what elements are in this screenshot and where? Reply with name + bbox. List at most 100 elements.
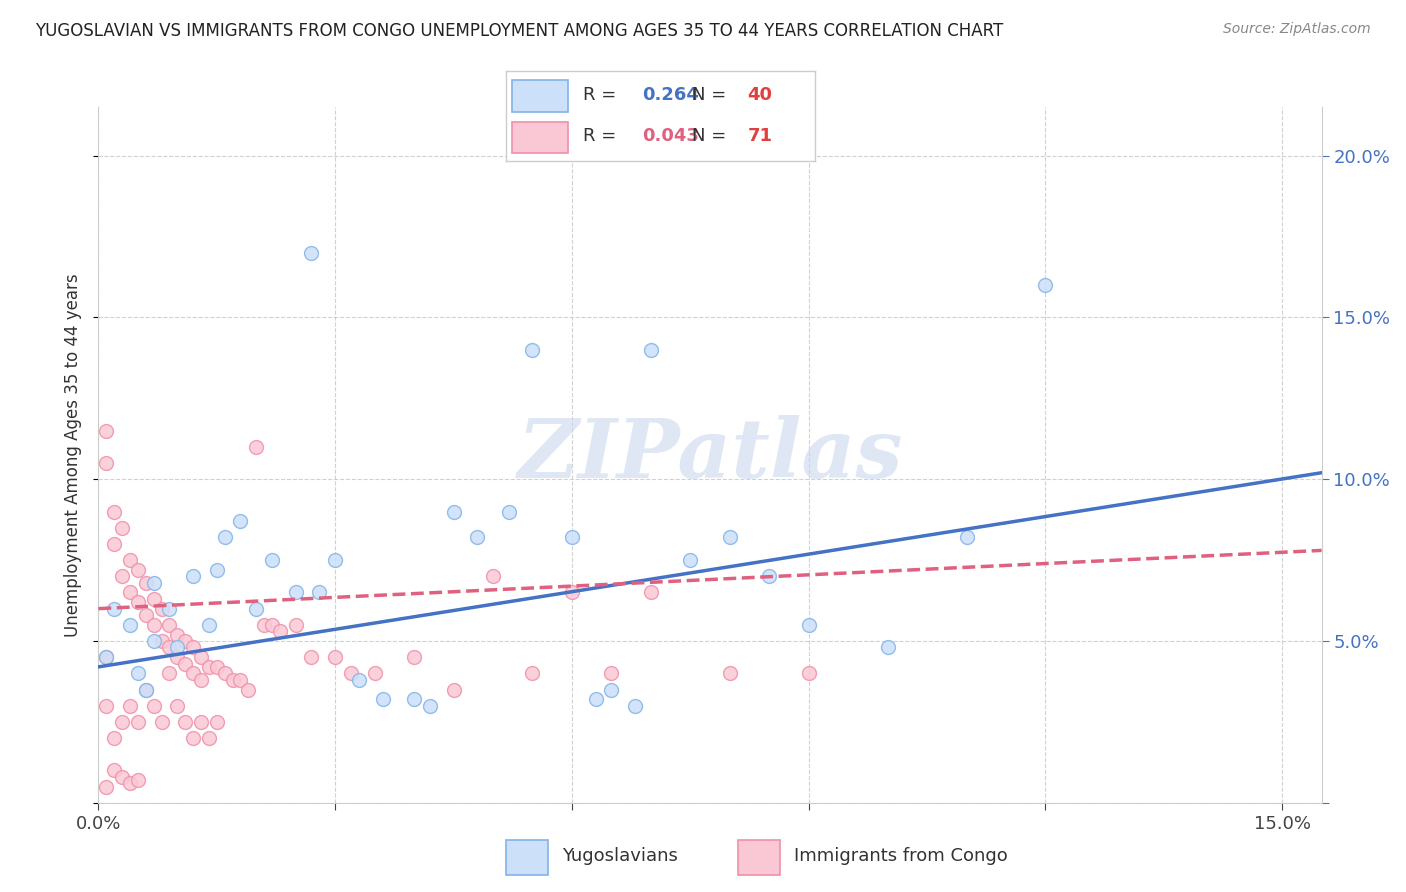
Point [96, 780, 118, 794]
Point [181, 569, 204, 583]
Point [103, 504, 125, 518]
Point [229, 514, 252, 528]
Point [181, 731, 204, 745]
Point [269, 624, 291, 639]
Point [955, 531, 977, 545]
Text: 0.264: 0.264 [643, 87, 699, 104]
Point [301, 650, 323, 665]
Point [135, 575, 157, 590]
Point [111, 521, 134, 535]
Point [111, 569, 134, 583]
Point [758, 569, 780, 583]
Text: 0.043: 0.043 [643, 128, 699, 145]
Point [198, 660, 221, 674]
Text: YUGOSLAVIAN VS IMMIGRANTS FROM CONGO UNEMPLOYMENT AMONG AGES 35 TO 44 YEARS CORR: YUGOSLAVIAN VS IMMIGRANTS FROM CONGO UNE… [35, 22, 1004, 40]
Point [404, 692, 426, 706]
Point [135, 608, 157, 623]
Point [561, 531, 583, 545]
Point [166, 698, 188, 713]
Point [166, 627, 188, 641]
Text: N =: N = [692, 87, 731, 104]
Point [718, 666, 741, 681]
Text: 40: 40 [748, 87, 772, 104]
Bar [506, 840, 548, 875]
Point [245, 440, 267, 454]
Point [797, 617, 820, 632]
Point [181, 640, 204, 655]
Point [190, 714, 212, 729]
Point [284, 585, 307, 599]
Point [159, 666, 181, 681]
Point [135, 682, 157, 697]
Point [118, 553, 141, 567]
Point [624, 698, 647, 713]
Point [150, 634, 173, 648]
Point [876, 640, 898, 655]
Point [111, 714, 134, 729]
Point [174, 714, 197, 729]
Point [561, 585, 583, 599]
Point [198, 617, 221, 632]
Point [797, 666, 820, 681]
Point [96, 650, 118, 665]
Point [174, 657, 197, 671]
Point [238, 682, 260, 697]
Point [1035, 278, 1057, 293]
Point [127, 773, 149, 788]
Bar [738, 840, 780, 875]
Point [103, 731, 125, 745]
Text: Source: ZipAtlas.com: Source: ZipAtlas.com [1223, 22, 1371, 37]
Point [214, 531, 236, 545]
Bar [512, 80, 568, 112]
Point [347, 673, 370, 687]
Point [96, 456, 118, 470]
Point [103, 764, 125, 778]
Point [142, 634, 165, 648]
Point [142, 698, 165, 713]
Point [190, 673, 212, 687]
Text: Immigrants from Congo: Immigrants from Congo [794, 847, 1008, 865]
Point [205, 660, 228, 674]
Text: 71: 71 [748, 128, 772, 145]
Point [600, 682, 623, 697]
Point [118, 585, 141, 599]
Point [443, 504, 465, 518]
Point [640, 585, 662, 599]
Point [111, 770, 134, 784]
Point [718, 531, 741, 545]
Point [135, 682, 157, 697]
Point [640, 343, 662, 357]
Point [127, 563, 149, 577]
Point [284, 617, 307, 632]
Point [308, 585, 330, 599]
Point [127, 714, 149, 729]
Point [190, 650, 212, 665]
Point [323, 553, 346, 567]
Point [96, 650, 118, 665]
Point [103, 537, 125, 551]
Point [142, 575, 165, 590]
Point [229, 673, 252, 687]
Point [419, 698, 441, 713]
Point [600, 666, 623, 681]
Point [323, 650, 346, 665]
Point [198, 731, 221, 745]
Point [205, 714, 228, 729]
Point [181, 666, 204, 681]
Point [118, 698, 141, 713]
Point [585, 692, 607, 706]
Text: ZIPatlas: ZIPatlas [517, 415, 903, 495]
Point [260, 617, 283, 632]
Point [443, 682, 465, 697]
Point [150, 601, 173, 615]
Point [96, 698, 118, 713]
Point [214, 666, 236, 681]
Text: R =: R = [583, 128, 623, 145]
Point [363, 666, 385, 681]
Point [221, 673, 243, 687]
Point [118, 617, 141, 632]
Text: Yugoslavians: Yugoslavians [562, 847, 678, 865]
Point [404, 650, 426, 665]
Point [142, 617, 165, 632]
Point [245, 601, 267, 615]
